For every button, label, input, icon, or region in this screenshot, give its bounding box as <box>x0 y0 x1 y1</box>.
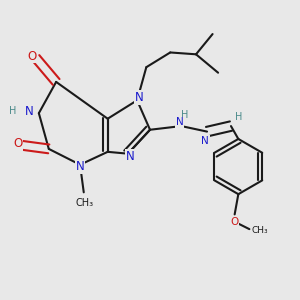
Text: N: N <box>76 160 84 173</box>
Text: N: N <box>125 150 134 163</box>
Text: N: N <box>25 105 34 118</box>
Text: O: O <box>28 50 37 63</box>
Text: N: N <box>176 117 183 128</box>
Text: CH₃: CH₃ <box>75 198 94 208</box>
Text: H: H <box>181 110 188 120</box>
Text: N: N <box>201 136 209 146</box>
Text: H: H <box>9 106 16 116</box>
Text: CH₃: CH₃ <box>251 226 268 235</box>
Text: O: O <box>13 137 22 150</box>
Text: H: H <box>235 112 242 122</box>
Text: N: N <box>135 91 143 104</box>
Text: O: O <box>230 217 239 227</box>
